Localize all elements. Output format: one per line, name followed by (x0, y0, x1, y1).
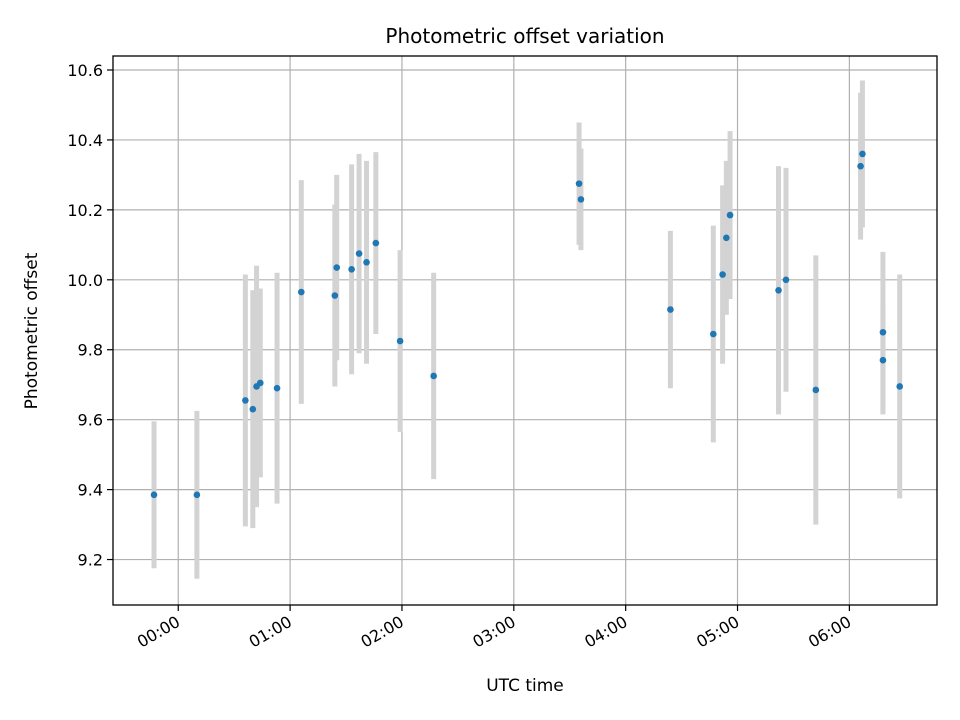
data-point (430, 372, 437, 380)
point-layer (150, 150, 904, 499)
y-tick-label: 9.2 (78, 551, 103, 570)
data-point (723, 234, 730, 242)
data-point (256, 379, 264, 387)
data-point (193, 491, 201, 499)
x-axis-label: UTC time (486, 676, 564, 696)
data-point (719, 271, 726, 278)
data-point (709, 330, 717, 338)
data-point (726, 211, 734, 219)
data-point (879, 356, 887, 364)
y-tick-label: 10.2 (67, 201, 103, 220)
data-point (896, 383, 904, 390)
y-tick-label: 10.0 (67, 271, 103, 290)
data-point (782, 276, 790, 284)
data-point (363, 259, 370, 266)
data-point (372, 239, 380, 247)
data-point (297, 288, 305, 296)
data-point (857, 162, 864, 170)
data-point (249, 405, 257, 413)
y-axis-label: Photometric offset (22, 252, 42, 409)
data-point (577, 196, 585, 203)
data-point (242, 397, 249, 404)
plot-frame (112, 55, 938, 606)
data-point (775, 286, 782, 294)
data-point (273, 384, 281, 392)
data-point (150, 491, 158, 499)
data-point (575, 180, 583, 187)
data-point (859, 150, 866, 158)
data-point (355, 250, 363, 257)
data-point (396, 337, 404, 345)
y-tick-label: 9.8 (78, 341, 103, 360)
data-point (812, 386, 820, 394)
data-point (333, 264, 341, 271)
y-tick-label: 9.6 (78, 411, 103, 430)
data-point (879, 328, 887, 336)
y-tick-label: 9.4 (78, 481, 103, 500)
data-point (331, 292, 339, 299)
y-tick-label: 10.4 (67, 131, 103, 150)
data-point (667, 306, 674, 313)
data-point (348, 266, 355, 273)
y-tick-label: 10.6 (67, 61, 103, 80)
chart-title: Photometric offset variation (385, 24, 664, 48)
